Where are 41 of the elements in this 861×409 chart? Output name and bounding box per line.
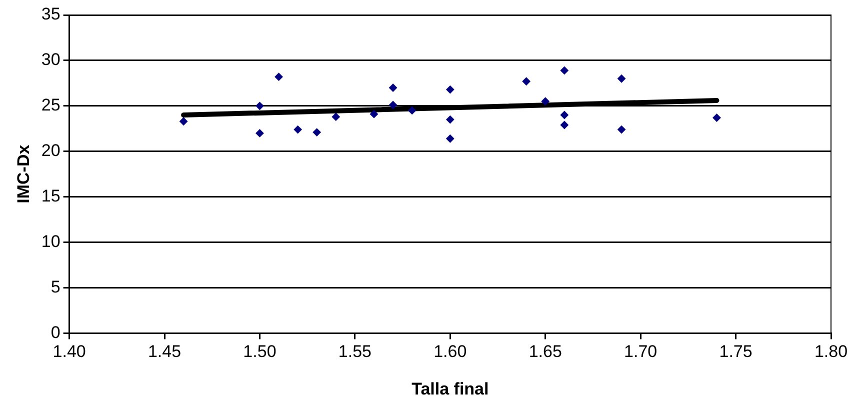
y-tick-label: 20 bbox=[41, 141, 60, 160]
point bbox=[180, 117, 188, 126]
point bbox=[370, 110, 378, 118]
y-tick-label: 5 bbox=[50, 277, 60, 296]
point bbox=[274, 72, 283, 81]
point bbox=[446, 134, 454, 143]
point bbox=[541, 97, 550, 106]
point bbox=[256, 129, 264, 138]
point bbox=[312, 128, 321, 136]
point bbox=[408, 106, 416, 114]
y-tick-label: 15 bbox=[41, 186, 60, 206]
x-tick-label: 1.45 bbox=[148, 342, 182, 362]
y-tick-label: 10 bbox=[41, 232, 60, 251]
x-tick-label: 1.65 bbox=[528, 342, 562, 362]
point bbox=[294, 126, 302, 134]
y-tick-label: 0 bbox=[50, 322, 60, 342]
point bbox=[560, 66, 568, 74]
point bbox=[618, 126, 626, 134]
y-tick-label: 35 bbox=[41, 4, 60, 24]
point bbox=[560, 111, 568, 120]
x-tick-label: 1.60 bbox=[434, 342, 467, 362]
x-tick-label: 1.40 bbox=[52, 342, 86, 362]
point bbox=[560, 121, 568, 130]
point bbox=[618, 74, 626, 83]
point bbox=[712, 114, 721, 122]
point bbox=[446, 116, 454, 124]
y-tick-label: 30 bbox=[41, 50, 60, 70]
point bbox=[332, 112, 340, 121]
y-axis-title: IMC-Dx bbox=[14, 144, 33, 204]
point bbox=[389, 101, 398, 110]
x-tick-label: 1.50 bbox=[243, 342, 276, 362]
point bbox=[522, 77, 530, 86]
x-tick-label: 1.75 bbox=[719, 342, 752, 362]
x-tick-label: 1.80 bbox=[814, 342, 848, 362]
point bbox=[389, 84, 398, 92]
x-tick-label: 1.55 bbox=[338, 342, 372, 362]
y-tick-label: 25 bbox=[41, 96, 60, 115]
x-axis-title: Talla final bbox=[412, 379, 489, 398]
point bbox=[446, 86, 454, 94]
point bbox=[256, 102, 264, 110]
x-tick-label: 1.70 bbox=[624, 342, 658, 362]
